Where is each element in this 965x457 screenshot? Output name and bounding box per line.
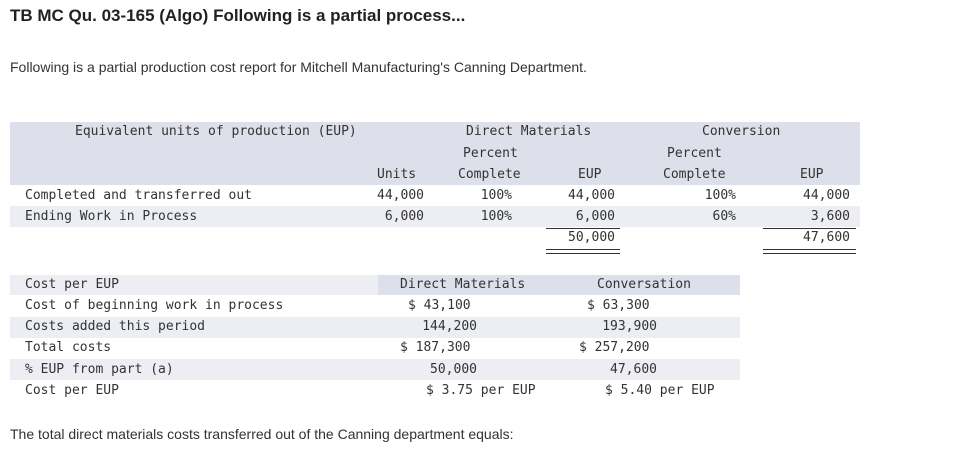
cost-header-band: [378, 275, 740, 295]
eup-row-label: Ending Work in Process: [25, 209, 198, 224]
eup-dm-eup-header: EUP: [578, 167, 602, 182]
cost-row-stripe: [10, 275, 378, 295]
eup-conv-percent-header: Percent: [667, 146, 722, 161]
cost-heading: Cost per EUP: [25, 277, 119, 292]
eup-row-label: Completed and transferred out: [25, 188, 252, 203]
cost-row-stripe: [10, 317, 740, 338]
cost-row-label: Costs added this period: [25, 319, 206, 334]
cost-row-dm: $ 187,300: [400, 340, 471, 355]
eup-header-band: [10, 122, 860, 185]
cost-row-label: Cost of beginning work in process: [25, 298, 284, 313]
cost-row-conv: 47,600: [610, 362, 657, 377]
intro-text: Following is a partial production cost r…: [10, 59, 587, 75]
cost-row-dm: $ 43,100: [408, 298, 471, 313]
eup-conv-total: 47,600: [803, 230, 850, 245]
eup-row-conv-percent: 100%: [704, 188, 736, 203]
cost-dm-header: Direct Materials: [400, 277, 526, 292]
cost-row-stripe: [10, 359, 740, 380]
eup-row-dm-eup: 44,000: [568, 188, 615, 203]
eup-dm-group-header: Direct Materials: [466, 124, 592, 139]
cost-row-dm: 50,000: [430, 362, 477, 377]
question-title: TB MC Qu. 03-165 (Algo) Following is a p…: [10, 6, 466, 25]
cost-row-conv: $ 257,200: [579, 340, 650, 355]
cost-row-label: Cost per EUP: [25, 383, 119, 398]
cost-row-conv: $ 5.40 per EUP: [605, 383, 715, 398]
cost-row-dm: 144,200: [422, 319, 477, 334]
question-prompt: The total direct materials costs transfe…: [10, 426, 514, 442]
eup-heading: Equivalent units of production (EUP): [75, 124, 357, 139]
eup-conv-group-header: Conversion: [702, 124, 781, 139]
dm-subtotal-rule: [546, 228, 620, 229]
eup-conv-complete-header: Complete: [663, 167, 726, 182]
eup-row-conv-percent: 60%: [712, 209, 736, 224]
cost-conv-header: Conversation: [597, 277, 691, 292]
conv-total-double-rule: [763, 249, 856, 254]
eup-row-units: 44,000: [377, 188, 424, 203]
eup-row-stripe: [10, 206, 860, 227]
dm-total-double-rule: [546, 249, 620, 254]
conv-subtotal-rule: [763, 228, 856, 229]
eup-dm-percent-header: Percent: [463, 146, 518, 161]
cost-row-conv: $ 63,300: [587, 298, 650, 313]
eup-units-header: Units: [377, 167, 417, 182]
eup-row-units: 6,000: [384, 209, 424, 224]
cost-row-label: % EUP from part (a): [25, 362, 174, 377]
eup-dm-complete-header: Complete: [458, 167, 521, 182]
cost-row-dm: $ 3.75 per EUP: [426, 383, 536, 398]
eup-conv-eup-header: EUP: [800, 167, 824, 182]
eup-row-conv-eup: 44,000: [803, 188, 850, 203]
eup-row-conv-eup: 3,600: [810, 209, 850, 224]
cost-row-conv: 193,900: [602, 319, 657, 334]
eup-row-dm-percent: 100%: [480, 209, 512, 224]
eup-row-dm-percent: 100%: [480, 188, 512, 203]
eup-row-dm-eup: 6,000: [575, 209, 615, 224]
eup-dm-total: 50,000: [568, 230, 615, 245]
cost-row-label: Total costs: [25, 340, 112, 355]
